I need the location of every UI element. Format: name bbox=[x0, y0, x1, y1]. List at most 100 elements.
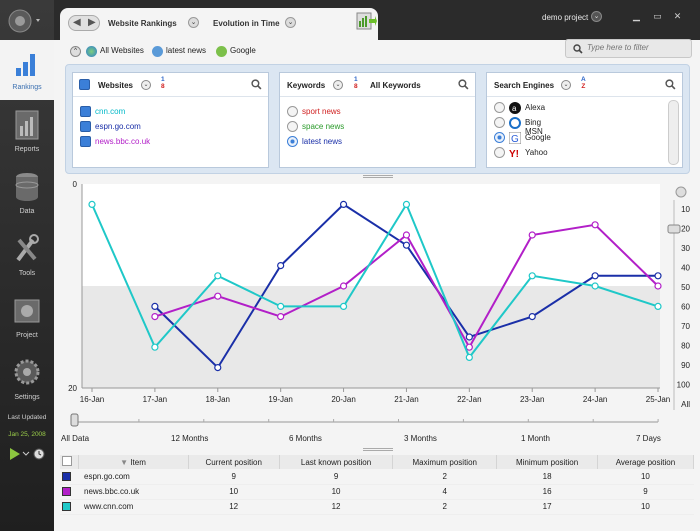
column-current-position[interactable]: Current position bbox=[188, 455, 280, 469]
x-tick-label: 20-Jan bbox=[331, 395, 355, 404]
zoom-6-months[interactable]: 6 Months bbox=[289, 434, 322, 443]
filter-search-box[interactable] bbox=[565, 39, 692, 58]
rankings-chart: 0 20 16-Jan 17-Jan 18-Jan 19-Jan 20-Jan 21-Jan 2… bbox=[54, 178, 700, 428]
radio-button[interactable] bbox=[494, 102, 505, 113]
breadcrumb-evolution[interactable]: Evolution in Time bbox=[213, 19, 280, 28]
average-position: 10 bbox=[597, 469, 694, 485]
chevron-down-icon[interactable]: ⌄ bbox=[141, 80, 151, 90]
splitter-handle[interactable] bbox=[363, 448, 393, 451]
last-known-position: 10 bbox=[279, 484, 393, 500]
x-tick-label: 16-Jan bbox=[80, 395, 104, 404]
x-tick-label: 19-Jan bbox=[268, 395, 292, 404]
average-position: 9 bbox=[597, 484, 694, 500]
sidebar: Rankings Reports Data Tools Project bbox=[0, 0, 54, 531]
radio-button[interactable] bbox=[494, 147, 505, 158]
sidebar-item-reports[interactable]: Reports bbox=[0, 102, 54, 162]
breadcrumb-website-rankings[interactable]: Website Rankings bbox=[108, 19, 177, 28]
radio-button[interactable] bbox=[287, 121, 298, 132]
sidebar-item-data[interactable]: Data bbox=[0, 164, 54, 224]
sort-top: A bbox=[581, 76, 586, 83]
website-label: espn.go.com bbox=[95, 122, 141, 131]
column-item[interactable]: ▼ Item bbox=[78, 455, 189, 469]
column-minimum-position[interactable]: Minimum position bbox=[496, 455, 598, 469]
radio-button[interactable] bbox=[494, 132, 505, 143]
splitter-handle[interactable] bbox=[363, 175, 393, 178]
filter-tab-all-websites[interactable]: All Websites bbox=[84, 43, 148, 59]
data-point bbox=[528, 272, 536, 280]
checkbox[interactable] bbox=[80, 136, 91, 147]
search-icon[interactable] bbox=[665, 79, 676, 90]
chevron-up-icon: ^ bbox=[70, 46, 81, 57]
table-row[interactable]: espn.go.com 9 9 2 18 10 bbox=[60, 469, 694, 485]
positions-table: ▼ Item Current position Last known posit… bbox=[60, 455, 695, 515]
table-row[interactable]: www.cnn.com 12 12 2 17 10 bbox=[60, 499, 694, 515]
maximize-icon[interactable]: ▭ bbox=[653, 11, 662, 21]
zoom-1-month[interactable]: 1 Month bbox=[521, 434, 550, 443]
project-icon bbox=[14, 299, 40, 323]
data-point bbox=[151, 313, 159, 321]
column-last-known-position[interactable]: Last known position bbox=[279, 455, 394, 469]
data-point bbox=[402, 231, 411, 239]
minimum-position: 18 bbox=[496, 469, 598, 485]
radio-button[interactable] bbox=[287, 136, 298, 147]
yahoo-icon: Y! bbox=[509, 149, 519, 159]
engines-scrollbar[interactable] bbox=[668, 100, 679, 165]
back-forward-buttons[interactable]: ◀ ▶ bbox=[68, 15, 100, 31]
y-tick-label: 0 bbox=[73, 180, 78, 189]
minimize-icon[interactable]: ▁ bbox=[633, 11, 640, 21]
data-point bbox=[402, 241, 411, 249]
color-swatch bbox=[60, 499, 78, 515]
current-position: 10 bbox=[188, 484, 280, 500]
checkbox[interactable] bbox=[80, 106, 91, 117]
zoom-all-data[interactable]: All Data bbox=[61, 434, 90, 443]
project-name[interactable]: demo project bbox=[542, 13, 589, 22]
table-row[interactable]: news.bbc.co.uk 10 10 4 16 9 bbox=[60, 484, 694, 500]
run-update-button[interactable] bbox=[7, 447, 47, 461]
select-all-websites-checkbox[interactable] bbox=[79, 79, 90, 90]
close-icon[interactable]: ✕ bbox=[673, 11, 682, 21]
header-select-checkbox[interactable] bbox=[60, 455, 79, 469]
export-icon[interactable] bbox=[355, 11, 377, 31]
x-tick-label: 22-Jan bbox=[457, 395, 481, 404]
chevron-down-icon[interactable]: ⌄ bbox=[561, 80, 571, 90]
sidebar-item-label: Reports bbox=[14, 146, 40, 153]
data-point bbox=[88, 200, 96, 208]
sidebar-item-project[interactable]: Project bbox=[0, 288, 54, 348]
data-point bbox=[277, 302, 285, 310]
sidebar-item-tools[interactable]: Tools bbox=[0, 226, 54, 286]
maximum-position: 4 bbox=[392, 484, 497, 500]
x-tick-label: 25-Jan bbox=[646, 395, 670, 404]
chevron-down-icon[interactable]: ⌄ bbox=[285, 17, 296, 28]
radio-button[interactable] bbox=[287, 106, 298, 117]
data-point bbox=[402, 200, 411, 208]
column-average-position[interactable]: Average position bbox=[597, 455, 695, 469]
sidebar-item-label: Rankings bbox=[12, 84, 42, 91]
chevron-down-icon[interactable]: ⌄ bbox=[333, 80, 343, 90]
all-keywords-label[interactable]: All Keywords bbox=[370, 81, 421, 90]
keyword-label: sport news bbox=[302, 107, 341, 116]
chevron-down-icon[interactable]: ⌄ bbox=[591, 11, 602, 22]
sidebar-item-settings[interactable]: Settings bbox=[0, 350, 54, 410]
data-point bbox=[591, 221, 599, 229]
filter-tab-keyword[interactable]: latest news bbox=[150, 43, 210, 59]
search-icon[interactable] bbox=[251, 79, 262, 90]
zoom-12-months[interactable]: 12 Months bbox=[171, 434, 209, 443]
checkbox[interactable] bbox=[80, 121, 91, 132]
app-logo-icon[interactable] bbox=[6, 6, 42, 36]
chevron-down-icon[interactable]: ⌄ bbox=[188, 17, 199, 28]
collapse-filters-button[interactable]: ^ bbox=[68, 43, 86, 59]
search-input[interactable] bbox=[587, 43, 687, 52]
column-maximum-position[interactable]: Maximum position bbox=[392, 455, 498, 469]
filter-tab-engine[interactable]: Google bbox=[214, 43, 260, 59]
zoom-7-days[interactable]: 7 Days bbox=[636, 434, 661, 443]
back-icon[interactable]: ◀ bbox=[73, 17, 81, 28]
sidebar-item-rankings[interactable]: Rankings bbox=[0, 40, 54, 100]
zoom-3-months[interactable]: 3 Months bbox=[404, 434, 437, 443]
search-icon[interactable] bbox=[458, 79, 469, 90]
radio-button[interactable] bbox=[494, 117, 505, 128]
forward-icon[interactable]: ▶ bbox=[88, 17, 96, 28]
